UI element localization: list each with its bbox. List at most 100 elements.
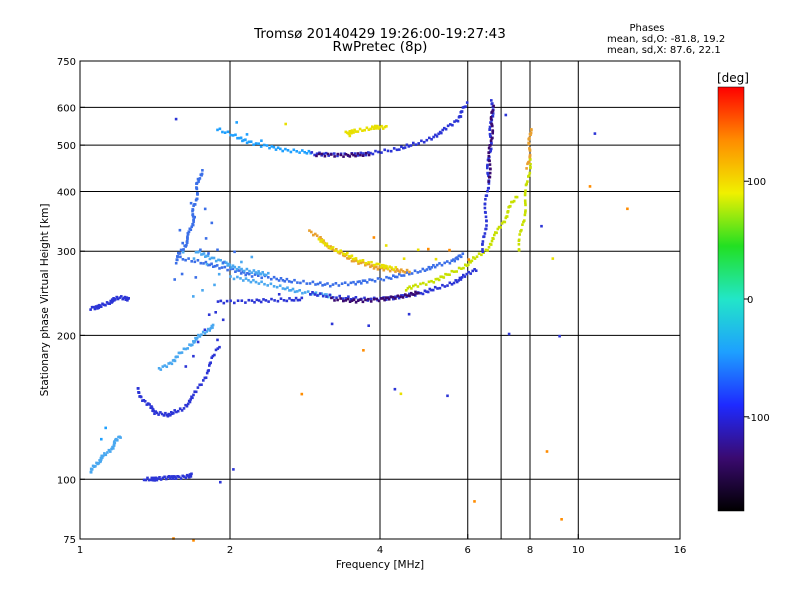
data-point bbox=[406, 286, 410, 290]
data-point bbox=[514, 195, 517, 199]
data-point bbox=[397, 296, 401, 300]
data-point bbox=[207, 369, 210, 372]
data-point bbox=[416, 248, 420, 252]
data-point bbox=[142, 478, 146, 482]
data-point bbox=[405, 268, 409, 272]
data-point bbox=[484, 248, 488, 252]
data-point bbox=[233, 265, 237, 269]
colorbar-tick-label: 0 bbox=[747, 295, 753, 306]
data-point bbox=[339, 297, 342, 300]
data-point bbox=[356, 130, 360, 133]
data-point bbox=[182, 407, 186, 410]
data-point bbox=[491, 109, 495, 112]
data-point bbox=[161, 365, 165, 368]
x-tick-label: 16 bbox=[674, 545, 687, 556]
data-point bbox=[150, 406, 154, 410]
data-point bbox=[325, 242, 329, 246]
data-point bbox=[372, 297, 376, 301]
series-trace bbox=[89, 435, 122, 474]
data-point bbox=[545, 450, 549, 453]
data-point bbox=[89, 471, 93, 474]
data-point bbox=[176, 355, 179, 359]
data-point bbox=[210, 221, 214, 225]
data-point bbox=[222, 261, 225, 264]
data-point bbox=[392, 147, 396, 150]
data-point bbox=[148, 403, 151, 406]
data-point bbox=[427, 247, 430, 251]
data-point bbox=[367, 324, 370, 327]
data-point bbox=[241, 139, 244, 143]
data-point bbox=[428, 287, 432, 291]
data-point bbox=[354, 282, 357, 286]
data-point bbox=[383, 125, 387, 129]
data-point bbox=[440, 275, 444, 279]
data-point bbox=[308, 282, 312, 285]
data-point bbox=[195, 338, 198, 341]
series-trace bbox=[310, 101, 469, 158]
data-point bbox=[341, 252, 345, 255]
data-point bbox=[221, 318, 225, 322]
data-point bbox=[361, 259, 365, 262]
data-point bbox=[322, 152, 326, 156]
data-point bbox=[438, 262, 441, 265]
data-point bbox=[321, 238, 324, 242]
data-point bbox=[488, 163, 492, 166]
data-point bbox=[469, 272, 472, 275]
data-point bbox=[193, 260, 197, 264]
data-point bbox=[110, 447, 113, 451]
data-point bbox=[205, 254, 208, 258]
data-point bbox=[175, 410, 178, 414]
data-point bbox=[278, 284, 282, 287]
data-point bbox=[193, 215, 196, 219]
series-trace bbox=[89, 295, 130, 311]
data-point bbox=[349, 281, 353, 285]
data-point bbox=[408, 292, 411, 296]
data-point bbox=[500, 222, 504, 225]
data-point bbox=[331, 247, 334, 251]
data-point bbox=[488, 125, 492, 129]
data-point bbox=[484, 227, 488, 231]
x-tick-label: 8 bbox=[527, 545, 533, 556]
data-point bbox=[229, 299, 232, 303]
data-point bbox=[221, 130, 224, 134]
data-point bbox=[193, 203, 197, 206]
data-point bbox=[392, 297, 395, 301]
data-point bbox=[321, 284, 324, 287]
data-point bbox=[210, 262, 213, 266]
data-point bbox=[92, 305, 95, 309]
data-point bbox=[240, 299, 244, 302]
data-point bbox=[458, 276, 462, 280]
data-point bbox=[244, 273, 247, 277]
data-point bbox=[186, 235, 189, 238]
data-point bbox=[96, 307, 99, 310]
data-point bbox=[425, 268, 429, 271]
data-point bbox=[327, 154, 330, 157]
data-point bbox=[490, 122, 493, 126]
data-point bbox=[410, 291, 413, 295]
data-point bbox=[483, 202, 487, 206]
data-point bbox=[171, 475, 174, 478]
data-point bbox=[325, 293, 328, 296]
data-point bbox=[259, 300, 263, 304]
data-point bbox=[505, 215, 509, 218]
data-point bbox=[172, 411, 175, 415]
data-point bbox=[288, 289, 291, 292]
data-point bbox=[414, 283, 417, 287]
data-point bbox=[233, 250, 236, 254]
data-point bbox=[181, 250, 185, 254]
data-point bbox=[353, 257, 356, 261]
data-point bbox=[356, 260, 360, 263]
data-point bbox=[399, 295, 402, 298]
data-point bbox=[293, 278, 296, 282]
data-point bbox=[336, 154, 339, 158]
data-point bbox=[503, 220, 507, 224]
data-point bbox=[306, 290, 310, 293]
series-trace bbox=[317, 237, 398, 271]
data-point bbox=[333, 152, 336, 155]
data-point bbox=[455, 280, 459, 284]
data-point bbox=[486, 249, 489, 252]
data-point bbox=[389, 277, 393, 280]
data-point bbox=[489, 243, 493, 246]
data-point bbox=[450, 283, 454, 286]
data-point bbox=[506, 210, 510, 213]
